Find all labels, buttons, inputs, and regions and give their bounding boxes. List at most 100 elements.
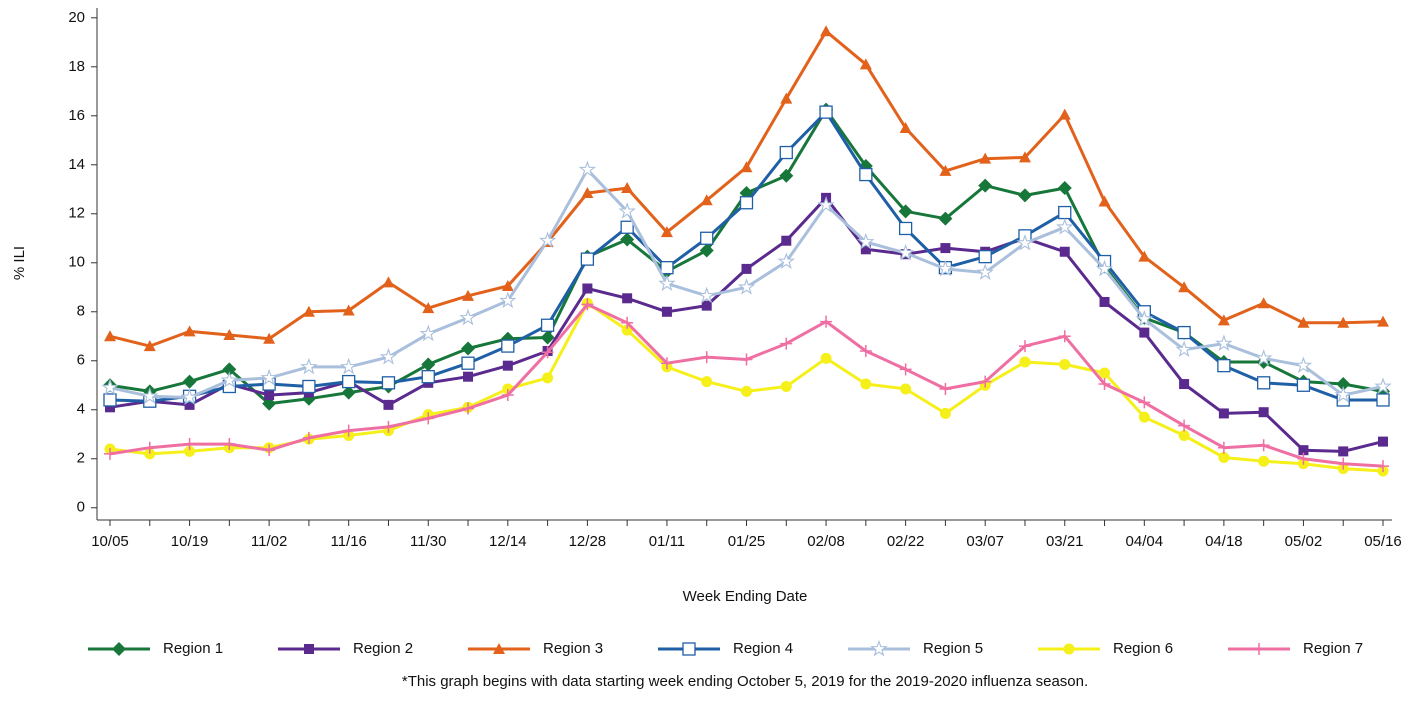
marker	[620, 232, 635, 247]
marker	[143, 441, 156, 454]
marker	[342, 374, 356, 389]
marker	[1337, 457, 1350, 470]
legend-label: Region 1	[163, 640, 223, 657]
marker	[421, 357, 436, 372]
marker	[1257, 376, 1271, 390]
marker	[1377, 315, 1389, 327]
footnote: *This graph begins with data starting we…	[402, 673, 1088, 690]
marker	[976, 263, 994, 280]
series	[104, 25, 1389, 352]
x-tick-label: 11/16	[330, 533, 366, 550]
marker	[1258, 407, 1269, 418]
marker	[302, 379, 316, 394]
marker	[300, 357, 318, 375]
marker	[578, 160, 597, 178]
marker	[419, 324, 438, 342]
marker	[1254, 349, 1273, 366]
marker	[264, 390, 275, 401]
marker	[899, 363, 912, 376]
marker	[341, 385, 356, 400]
x-tick-label: 12/14	[489, 533, 527, 550]
y-tick-label: 16	[68, 107, 85, 124]
y-axis-title: % ILI	[11, 246, 28, 280]
marker	[739, 196, 754, 210]
marker	[1253, 643, 1265, 655]
y-tick-label: 12	[68, 205, 85, 222]
marker	[700, 231, 714, 245]
marker	[1018, 340, 1031, 353]
marker	[618, 202, 636, 219]
series	[101, 160, 1392, 405]
marker	[1217, 314, 1230, 326]
legend-label: Region 5	[923, 640, 983, 657]
marker	[220, 371, 239, 388]
marker	[900, 383, 912, 395]
x-tick-label: 04/04	[1126, 533, 1164, 550]
x-tick-label: 10/05	[91, 533, 129, 550]
marker	[779, 168, 794, 183]
marker	[898, 204, 913, 219]
marker	[940, 243, 951, 254]
marker	[1376, 393, 1390, 407]
x-tick-label: 05/02	[1285, 533, 1323, 550]
marker	[780, 380, 792, 392]
marker	[1056, 218, 1074, 235]
y-tick-label: 0	[77, 499, 85, 516]
marker	[660, 226, 673, 238]
marker	[780, 92, 793, 104]
marker	[701, 300, 712, 311]
y-tick-label: 10	[68, 254, 85, 271]
marker	[1334, 385, 1352, 403]
legend-label: Region 6	[1113, 640, 1173, 657]
marker	[183, 438, 196, 451]
marker	[859, 167, 873, 182]
marker	[1215, 334, 1233, 352]
y-tick-label: 18	[68, 58, 85, 75]
marker	[777, 252, 795, 269]
marker	[1257, 439, 1270, 452]
x-tick-label: 11/02	[251, 533, 287, 550]
marker	[1099, 367, 1111, 379]
marker	[740, 161, 753, 173]
marker	[819, 105, 833, 119]
marker	[499, 291, 517, 309]
marker	[740, 353, 753, 366]
marker	[538, 231, 557, 249]
y-tick-label: 6	[77, 352, 85, 369]
marker	[741, 263, 752, 274]
marker	[540, 318, 555, 332]
marker	[896, 243, 915, 261]
marker	[936, 259, 955, 277]
marker	[781, 235, 792, 246]
marker	[939, 407, 951, 419]
marker	[661, 306, 672, 317]
marker	[101, 378, 119, 396]
marker	[898, 221, 913, 236]
marker	[1177, 325, 1191, 340]
legend-label: Region 3	[543, 640, 603, 657]
marker	[1296, 378, 1311, 392]
marker	[622, 293, 633, 304]
marker	[382, 276, 395, 288]
marker	[462, 289, 475, 301]
marker	[978, 178, 993, 193]
marker	[1019, 356, 1031, 368]
marker	[1138, 411, 1150, 423]
marker	[501, 389, 514, 402]
marker	[422, 412, 435, 425]
marker	[260, 368, 278, 386]
marker	[1058, 205, 1072, 220]
legend-label: Region 4	[733, 640, 793, 657]
marker	[817, 196, 835, 213]
legend-label: Region 7	[1303, 640, 1363, 657]
marker	[939, 382, 952, 395]
marker	[143, 340, 156, 352]
marker	[140, 387, 159, 404]
marker	[382, 420, 395, 433]
marker	[342, 304, 355, 316]
marker	[938, 211, 953, 226]
marker	[144, 448, 156, 460]
series	[104, 298, 1389, 473]
marker	[978, 250, 992, 264]
marker	[860, 244, 871, 255]
